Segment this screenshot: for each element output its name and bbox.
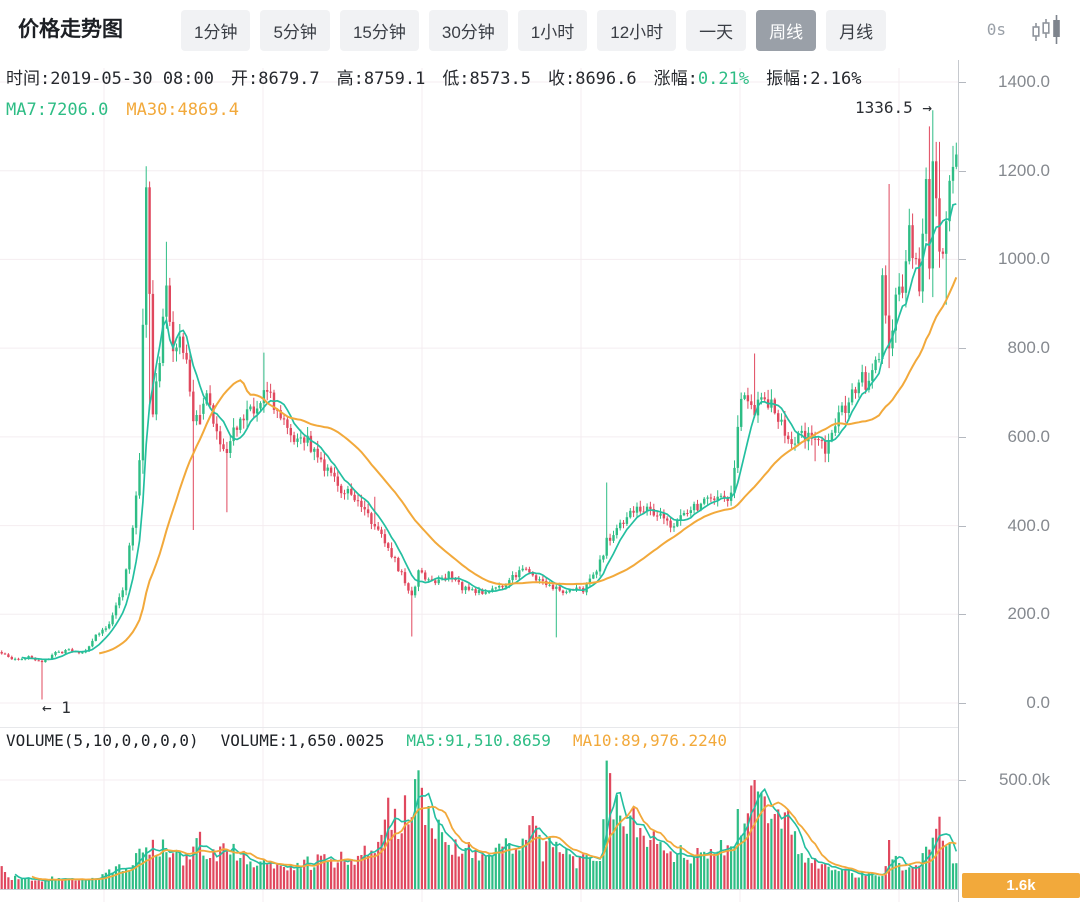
price-tick-mark bbox=[959, 259, 966, 261]
volume-indicator-label: VOLUME(5,10,0,0,0,0) bbox=[6, 731, 199, 750]
price-tick-label: 1400.0 bbox=[998, 72, 1050, 91]
volume-ma5-value: MA5:91,510.8659 bbox=[406, 731, 551, 750]
amplitude-value: 振幅:2.16% bbox=[766, 69, 862, 89]
countdown-label: 0s bbox=[986, 20, 1006, 39]
low-value: 低:8573.5 bbox=[442, 69, 531, 89]
price-axis[interactable]: 1.6k 1400.0 1200.0 1000.0 800.0 600.0 400.0 20… bbox=[958, 60, 1080, 902]
ma7-value: MA7:7206.0 bbox=[6, 100, 109, 120]
candlestick-icon[interactable] bbox=[1030, 14, 1064, 46]
price-tick-label: 200.0 bbox=[1007, 604, 1050, 624]
main-chart-canvas[interactable] bbox=[0, 60, 958, 727]
interval-button-周线[interactable]: 周线 bbox=[756, 9, 817, 51]
time-value: 时间:2019-05-30 08:00 bbox=[6, 69, 214, 89]
price-tick-mark bbox=[959, 170, 966, 172]
high-value: 高:8759.1 bbox=[336, 69, 426, 89]
interval-button-一天[interactable]: 一天 bbox=[686, 9, 747, 51]
price-tick-label: 1200.0 bbox=[998, 160, 1050, 180]
volume-ma10-value: MA10:89,976.2240 bbox=[572, 731, 728, 750]
interval-button-30分钟[interactable]: 30分钟 bbox=[428, 9, 508, 51]
ohlc-info-bar: 时间:2019-05-30 08:00 开:8679.7 高:8759.1 低:… bbox=[6, 64, 861, 89]
price-tick-label: 400.0 bbox=[1007, 515, 1050, 535]
price-tick-mark bbox=[959, 614, 966, 616]
volume-tick-mark bbox=[959, 780, 966, 781]
first-candle-annotation: ← 1 bbox=[42, 698, 71, 717]
close-value: 收:8696.6 bbox=[547, 69, 637, 89]
interval-button-1分钟[interactable]: 1分钟 bbox=[181, 9, 251, 51]
open-value: 开:8679.7 bbox=[231, 69, 320, 89]
price-tick-mark bbox=[959, 82, 966, 83]
volume-value: VOLUME:1,650.0025 bbox=[220, 731, 385, 750]
price-tick-mark bbox=[959, 703, 966, 704]
volume-tick-label: 500.0k bbox=[998, 770, 1050, 789]
change-value: 涨幅:0.21% bbox=[653, 69, 750, 89]
price-tick-label: 0.0 bbox=[1026, 693, 1050, 712]
interval-button-月线[interactable]: 月线 bbox=[826, 9, 887, 51]
price-tick-mark bbox=[959, 525, 966, 527]
interval-button-5分钟[interactable]: 5分钟 bbox=[260, 9, 330, 51]
volume-info-bar: VOLUME(5,10,0,0,0,0) VOLUME:1,650.0025 M… bbox=[6, 731, 727, 750]
ma30-value: MA30:4869.4 bbox=[126, 100, 239, 120]
price-tick-label: 800.0 bbox=[1007, 338, 1050, 358]
interval-button-15分钟[interactable]: 15分钟 bbox=[339, 9, 419, 51]
interval-button-12小时[interactable]: 12小时 bbox=[597, 9, 677, 51]
volume-chart-canvas[interactable] bbox=[0, 728, 958, 902]
page-title: 价格走势图 bbox=[18, 18, 123, 41]
highest-price-annotation: 1336.5 → bbox=[854, 98, 932, 117]
current-volume-badge: 1.6k bbox=[962, 873, 1080, 898]
interval-tabs: 1分钟 5分钟 15分钟 30分钟 1小时 12小时 一天 周线 月线 bbox=[181, 0, 887, 60]
interval-button-1小时[interactable]: 1小时 bbox=[517, 9, 588, 51]
price-tick-mark bbox=[959, 348, 966, 350]
chart-plot-area: 1336.5 → ← 1 VOLUME(5,10,0,0,0,0) VOLUME… bbox=[0, 60, 958, 902]
price-tick-mark bbox=[959, 436, 966, 438]
price-tick-label: 600.0 bbox=[1007, 426, 1050, 446]
pane-divider bbox=[0, 727, 958, 728]
chart-header: 价格走势图 1分钟 5分钟 15分钟 30分钟 1小时 12小时 一天 周线 月线 0s bbox=[0, 0, 1080, 60]
ma-info-bar: MA7:7206.0 MA30:4869.4 bbox=[6, 100, 239, 120]
price-tick-label: 1000.0 bbox=[998, 249, 1050, 269]
